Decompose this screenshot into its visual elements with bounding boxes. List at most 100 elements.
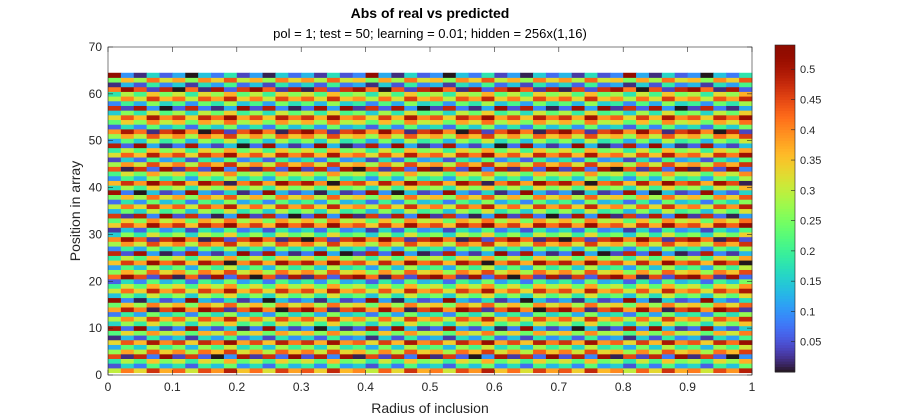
heatmap-cell	[636, 105, 650, 111]
heatmap-cell	[378, 147, 392, 153]
heatmap-cell	[236, 330, 251, 336]
heatmap-cell	[120, 189, 135, 195]
heatmap-cell	[404, 321, 418, 327]
heatmap-cell	[623, 203, 637, 210]
heatmap-cell	[661, 246, 676, 252]
heatmap-cell	[301, 171, 315, 177]
heatmap-cell	[262, 105, 276, 111]
heatmap-cell	[584, 246, 598, 252]
heatmap-cell	[223, 302, 238, 308]
heatmap-cell	[430, 288, 444, 294]
heatmap-cell	[133, 260, 148, 266]
heatmap-cell	[185, 278, 199, 285]
heatmap-cell	[339, 321, 354, 327]
heatmap-cell	[713, 129, 727, 135]
heatmap-cell	[133, 349, 148, 355]
heatmap-cell	[172, 77, 186, 83]
heatmap-cell	[713, 100, 727, 106]
colorbar-segment	[775, 129, 795, 133]
heatmap-cell	[378, 344, 392, 350]
heatmap-cell	[108, 278, 122, 285]
heatmap-cell	[378, 91, 392, 97]
heatmap-cell	[185, 86, 199, 92]
heatmap-cell	[687, 236, 701, 242]
heatmap-cell	[108, 288, 122, 294]
heatmap-cell	[314, 307, 328, 313]
heatmap-cell	[545, 227, 560, 233]
colorbar-segment	[775, 203, 795, 207]
heatmap-cell	[159, 367, 173, 374]
heatmap-cell	[481, 367, 495, 374]
heatmap-cell	[172, 246, 186, 252]
heatmap-cell	[584, 72, 598, 78]
heatmap-cell	[288, 166, 302, 172]
heatmap-cell	[236, 274, 251, 280]
heatmap-cell	[687, 297, 701, 303]
heatmap-cell	[339, 293, 354, 299]
heatmap-cell	[597, 255, 611, 261]
heatmap-cell	[558, 232, 573, 238]
heatmap-cell	[146, 330, 160, 336]
heatmap-cell	[120, 133, 135, 139]
heatmap-cell	[494, 147, 508, 153]
heatmap-cell	[198, 241, 212, 247]
heatmap-cell	[623, 321, 637, 327]
heatmap-cell	[172, 330, 186, 336]
heatmap-cell	[520, 283, 534, 289]
heatmap-cell	[623, 222, 637, 228]
heatmap-cell	[108, 171, 122, 177]
x-tick-label: 0.6	[486, 380, 503, 394]
heatmap-cell	[223, 264, 238, 270]
heatmap-cell	[339, 260, 354, 266]
heatmap-cell	[520, 152, 534, 158]
heatmap-cell	[442, 321, 457, 327]
heatmap-cell	[211, 143, 225, 149]
heatmap-cell	[108, 241, 122, 247]
heatmap-cell	[391, 246, 405, 252]
heatmap-cell	[352, 264, 366, 270]
heatmap-cell	[391, 138, 405, 144]
heatmap-cell	[365, 138, 379, 144]
heatmap-cell	[108, 367, 122, 374]
heatmap-cell	[545, 143, 560, 149]
heatmap-cell	[661, 330, 676, 336]
heatmap-cell	[417, 325, 431, 331]
heatmap-cell	[133, 283, 148, 289]
heatmap-cell	[481, 330, 495, 336]
heatmap-cell	[726, 274, 740, 280]
heatmap-cell	[468, 72, 482, 78]
heatmap-cell	[236, 199, 251, 205]
heatmap-cell	[185, 222, 199, 228]
heatmap-cell	[314, 316, 328, 322]
heatmap-cell	[610, 316, 624, 322]
heatmap-cell	[533, 147, 547, 153]
heatmap-cell	[661, 96, 676, 102]
heatmap-cell	[674, 86, 688, 92]
heatmap-cell	[739, 129, 753, 135]
heatmap-cell	[249, 185, 263, 191]
heatmap-cell	[571, 110, 585, 116]
heatmap-cell	[198, 129, 212, 135]
heatmap-cell	[661, 147, 676, 153]
heatmap-cell	[275, 293, 289, 299]
heatmap-cell	[172, 363, 186, 369]
heatmap-cell	[159, 274, 173, 280]
heatmap-cell	[507, 199, 521, 205]
heatmap-cell	[365, 335, 379, 341]
heatmap-cell	[648, 325, 663, 331]
heatmap-cell	[455, 222, 470, 228]
heatmap-cell	[481, 321, 495, 327]
heatmap-cell	[571, 124, 585, 130]
heatmap-cell	[133, 100, 148, 106]
heatmap-cell	[391, 250, 405, 256]
heatmap-cell	[391, 157, 405, 163]
heatmap-cell	[185, 82, 199, 88]
heatmap-cell	[391, 86, 405, 92]
heatmap-cell	[571, 260, 585, 266]
heatmap-cell	[597, 86, 611, 92]
heatmap-cell	[481, 133, 495, 139]
heatmap-cell	[507, 311, 521, 317]
heatmap-cell	[533, 124, 547, 130]
heatmap-cell	[584, 330, 598, 336]
heatmap-cell	[533, 143, 547, 149]
